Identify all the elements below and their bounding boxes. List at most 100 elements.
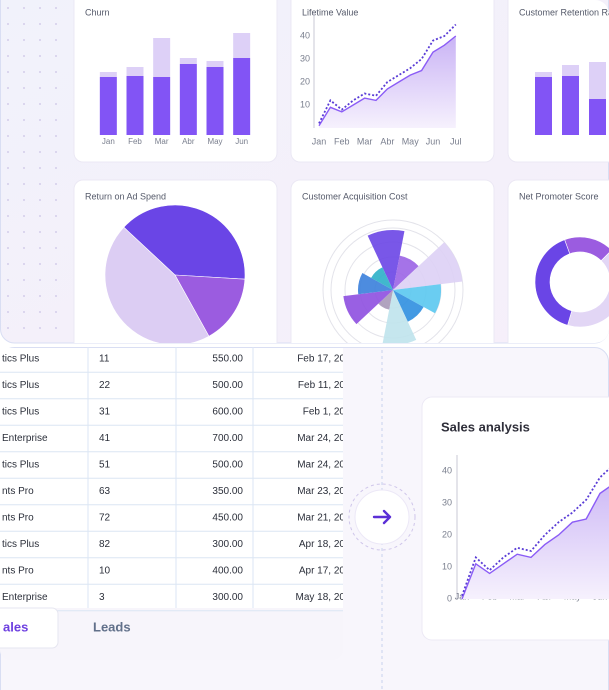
bar	[233, 33, 251, 58]
table-cell: Enterprise	[2, 433, 48, 444]
polar-wedge	[378, 290, 393, 310]
bar	[535, 72, 552, 77]
card-title: Net Promoter Score	[519, 191, 599, 201]
pie-slice	[123, 204, 246, 280]
cards: Churn Jan Feb Mar Abr May Jun Lifetime Value 10 2…	[73, 0, 609, 343]
card-title: Customer Acquisition Cost	[302, 191, 408, 201]
table: tics Plus 11 550.00 Feb 17, 20 tics Plus 22 50…	[0, 347, 346, 612]
table-cell: 82	[99, 539, 111, 550]
bar	[589, 99, 606, 135]
table-cell: 3	[99, 592, 105, 603]
table-cell: Feb 11, 20	[298, 380, 346, 391]
y-tick-label: 30	[300, 53, 310, 63]
card-title: Customer Retention Rate	[519, 7, 609, 17]
x-tick-label: Jun	[426, 136, 441, 146]
table-cell: Mar 24, 20	[297, 460, 345, 471]
pie-slice	[104, 226, 210, 343]
polar-ring	[322, 219, 464, 343]
tab-active[interactable]	[0, 607, 59, 649]
bar	[126, 67, 144, 76]
tab[interactable]: ales	[3, 619, 28, 634]
card-title: Sales analysis	[441, 419, 530, 434]
table-cell: 11	[99, 354, 110, 365]
pie-slice	[174, 274, 246, 337]
card: Return on Ad Spend	[73, 179, 278, 343]
bar	[206, 67, 224, 135]
line	[318, 35, 457, 127]
x-tick-label: May	[402, 136, 420, 146]
polar-ring	[330, 227, 456, 343]
table-cell: 300.00	[212, 592, 243, 603]
table-cell: 450.00	[212, 513, 243, 524]
polar-wedge	[343, 290, 393, 325]
card-title: Churn	[85, 7, 110, 17]
polar-wedge	[393, 290, 424, 322]
y-tick-label: 30	[442, 497, 452, 507]
polar-wedge	[358, 273, 393, 295]
table-cell: Apr 17, 20	[299, 566, 346, 577]
polar-wedge	[382, 290, 417, 343]
button-ring	[348, 483, 416, 551]
card-bg	[507, 179, 609, 343]
table-cell: 550.00	[212, 354, 243, 365]
polar-wedge	[393, 242, 463, 290]
polar-wedge	[367, 230, 405, 290]
card: Lifetime Value 10 20 30 40 Jan Feb Mar Abr May Jun…	[290, 0, 495, 163]
table-cell: Enterprise	[2, 592, 48, 603]
y-tick-label: 20	[442, 529, 452, 539]
x-tick-label: Jun	[235, 137, 248, 146]
table-cell: tics Plus	[2, 380, 39, 391]
table-cell: 400.00	[212, 566, 243, 577]
table-cell: Feb 17, 20	[297, 354, 345, 365]
y-tick-label: 10	[442, 561, 452, 571]
table-cell: 10	[99, 566, 111, 577]
card: Customer Acquisition Cost	[290, 179, 495, 343]
table-cell: tics Plus	[2, 407, 39, 418]
table-cell: 72	[99, 513, 111, 524]
table-cell: nts Pro	[2, 566, 34, 577]
table-cell: tics Plus	[2, 539, 39, 550]
table-cell: tics Plus	[2, 354, 39, 365]
bar	[233, 58, 251, 135]
table-cell: 22	[99, 380, 111, 391]
table-cell: nts Pro	[2, 513, 34, 524]
y-tick-label: 20	[300, 76, 310, 86]
card-title: Lifetime Value	[302, 7, 358, 17]
table-cell: tics Plus	[2, 460, 39, 471]
table-cell: 63	[99, 486, 111, 497]
x-tick-label: Jan	[312, 136, 327, 146]
table-cell: Mar 24, 20	[297, 433, 345, 444]
line	[461, 486, 609, 600]
y-tick-label: 40	[442, 465, 452, 475]
card-bg	[73, 0, 278, 163]
sales-chart: 010203040JanFebMarAbrMayJun	[442, 455, 609, 603]
x-tick-label: Abr	[182, 137, 195, 146]
x-tick-label: Mar	[155, 137, 169, 146]
card: Churn Jan Feb Mar Abr May Jun	[73, 0, 278, 163]
polar-wedge	[393, 284, 441, 314]
bar	[179, 58, 197, 64]
table-cell: 350.00	[212, 486, 243, 497]
table-cell: 500.00	[212, 460, 243, 471]
donut-segment	[534, 239, 573, 326]
table-cell: Mar 21, 20	[297, 513, 345, 524]
table-cell: nts Pro	[2, 486, 34, 497]
arrow-icon	[372, 509, 392, 525]
bar	[206, 61, 224, 67]
table-cell: 31	[99, 407, 111, 418]
table-cell: Feb 1, 20	[303, 407, 346, 418]
y-tick-label: 0	[447, 593, 452, 603]
x-tick-label: May	[207, 137, 222, 146]
table-cell: 600.00	[212, 407, 243, 418]
card: Customer Retention Rate	[507, 0, 609, 163]
bar	[99, 72, 117, 77]
donut-segment	[564, 236, 609, 262]
tab[interactable]: Leads	[93, 619, 131, 634]
bar	[179, 64, 197, 135]
table-cell: 41	[99, 433, 111, 444]
bar	[153, 77, 171, 135]
y-tick-label: 10	[300, 99, 310, 109]
dot-pattern	[0, 0, 70, 343]
